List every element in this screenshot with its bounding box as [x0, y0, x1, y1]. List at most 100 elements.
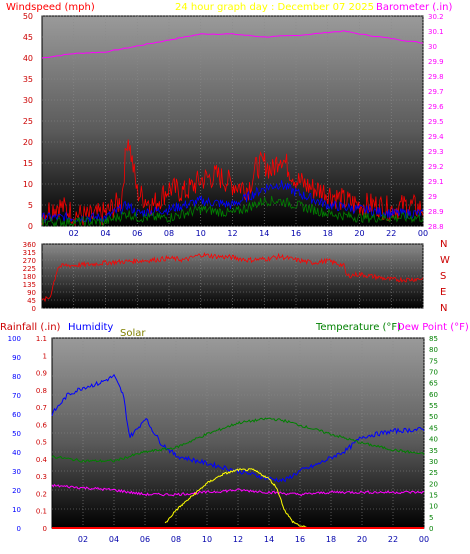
series-line [51, 417, 425, 463]
rainfall-tick-label: 0.7 [36, 404, 47, 412]
x-tick-label: 22 [388, 535, 398, 544]
series-line [41, 30, 424, 59]
x-tick-label: 22 [386, 229, 396, 238]
barometer-axis-title: Barometer (.in) [376, 2, 452, 13]
compass-label: N [440, 303, 447, 314]
x-tick-label: 08 [164, 229, 174, 238]
humidity-tick-label: 90 [12, 354, 21, 362]
windspeed-tick-label: 50 [23, 12, 33, 21]
rainfall-tick-label: 0.8 [36, 387, 47, 395]
x-tick-label: 08 [171, 535, 181, 544]
temperature-tick-label: 65 [429, 380, 438, 388]
direction-tick-label: 315 [23, 249, 36, 257]
series-line [51, 373, 425, 483]
compass-label: S [440, 271, 446, 282]
barometer-tick-label: 29.9 [428, 58, 444, 66]
temperature-tick-label: 15 [429, 491, 438, 499]
direction-tick-label: 90 [27, 289, 36, 297]
x-tick-label: 14 [264, 535, 274, 544]
barometer-tick-label: 29.3 [428, 148, 444, 156]
series-line [164, 468, 308, 529]
x-tick-label: 04 [109, 535, 119, 544]
x-tick-label: 14 [259, 229, 269, 238]
rainfall-tick-label: 0 [43, 525, 47, 533]
series-line [41, 139, 424, 226]
windspeed-tick-label: 30 [23, 96, 33, 105]
x-tick-label: 00 [419, 535, 429, 544]
humidity-tick-label: 40 [12, 449, 21, 457]
x-tick-label: 02 [69, 229, 79, 238]
compass-label: E [440, 287, 446, 298]
rainfall-tick-label: 0.2 [36, 490, 47, 498]
rainfall-axis-title: Rainfall (.in) [0, 322, 61, 333]
x-tick-label: 06 [132, 229, 142, 238]
temperature-tick-label: 55 [429, 402, 438, 410]
windspeed-tick-label: 20 [23, 138, 33, 147]
windspeed-tick-label: 35 [23, 75, 33, 84]
windspeed-tick-label: 25 [23, 117, 33, 126]
windspeed-tick-label: 45 [23, 33, 33, 42]
barometer-tick-label: 29.7 [428, 88, 444, 96]
humidity-tick-label: 20 [12, 487, 21, 495]
x-tick-label: 16 [291, 229, 301, 238]
x-tick-label: 16 [295, 535, 305, 544]
barometer-tick-label: 29.4 [428, 133, 444, 141]
series-line [41, 251, 424, 303]
humidity-tick-label: 50 [12, 430, 21, 438]
wind-barometer-chart: Windspeed (mph) 24 hour graph day : Dece… [6, 2, 452, 238]
series-line [51, 483, 425, 497]
windspeed-tick-label: 15 [23, 159, 33, 168]
x-tick-label: 18 [326, 535, 336, 544]
x-tick-label: 18 [323, 229, 333, 238]
temperature-tick-label: 45 [429, 424, 438, 432]
temperature-axis-title: Temperature (°F) [315, 322, 401, 333]
series-line [41, 180, 424, 224]
temperature-tick-label: 25 [429, 469, 438, 477]
barometer-tick-label: 29.2 [428, 163, 444, 171]
barometer-tick-label: 30.1 [428, 28, 444, 36]
rainfall-tick-label: 1.1 [36, 335, 47, 343]
temperature-tick-label: 0 [429, 525, 433, 533]
direction-tick-label: 180 [23, 273, 36, 281]
x-tick-label: 04 [100, 229, 110, 238]
barometer-tick-label: 29 [428, 193, 437, 201]
direction-tick-label: 45 [27, 297, 36, 305]
barometer-tick-label: 29.6 [428, 103, 444, 111]
windspeed-tick-label: 40 [23, 54, 33, 63]
temperature-tick-label: 80 [429, 346, 438, 354]
rainfall-tick-label: 0.4 [36, 456, 48, 464]
rainfall-tick-label: 0.5 [36, 439, 47, 447]
barometer-tick-label: 29.5 [428, 118, 444, 126]
temperature-tick-label: 35 [429, 447, 438, 455]
humidity-tick-label: 0 [17, 525, 21, 533]
direction-tick-label: 225 [23, 265, 36, 273]
temperature-tick-label: 60 [429, 391, 438, 399]
direction-tick-label: 0 [32, 305, 36, 313]
temperature-tick-label: 5 [429, 514, 433, 522]
barometer-tick-label: 29.1 [428, 178, 444, 186]
solar-axis-title: Solar [120, 328, 146, 339]
humidity-tick-label: 80 [12, 373, 21, 381]
barometer-tick-label: 29.8 [428, 73, 444, 81]
rainfall-tick-label: 0.1 [36, 508, 47, 516]
compass-label: W [440, 255, 450, 266]
temperature-tick-label: 75 [429, 357, 438, 365]
windspeed-tick-label: 0 [28, 222, 33, 231]
x-tick-label: 06 [140, 535, 150, 544]
temperature-tick-label: 40 [429, 436, 438, 444]
x-tick-label: 12 [233, 535, 243, 544]
rain-humidity-temperature-chart: Rainfall (.in) Humidity Solar Temperatur… [0, 322, 469, 544]
x-tick-label: 00 [418, 229, 428, 238]
direction-tick-label: 360 [23, 241, 36, 249]
temperature-tick-label: 30 [429, 458, 438, 466]
humidity-tick-label: 60 [12, 411, 21, 419]
rainfall-tick-label: 0.6 [36, 421, 48, 429]
direction-tick-label: 270 [23, 257, 36, 265]
barometer-tick-label: 28.8 [428, 223, 444, 231]
barometer-tick-label: 30 [428, 43, 437, 51]
temperature-tick-label: 50 [429, 413, 438, 421]
windspeed-tick-label: 5 [28, 201, 33, 210]
barometer-tick-label: 30.2 [428, 13, 444, 21]
